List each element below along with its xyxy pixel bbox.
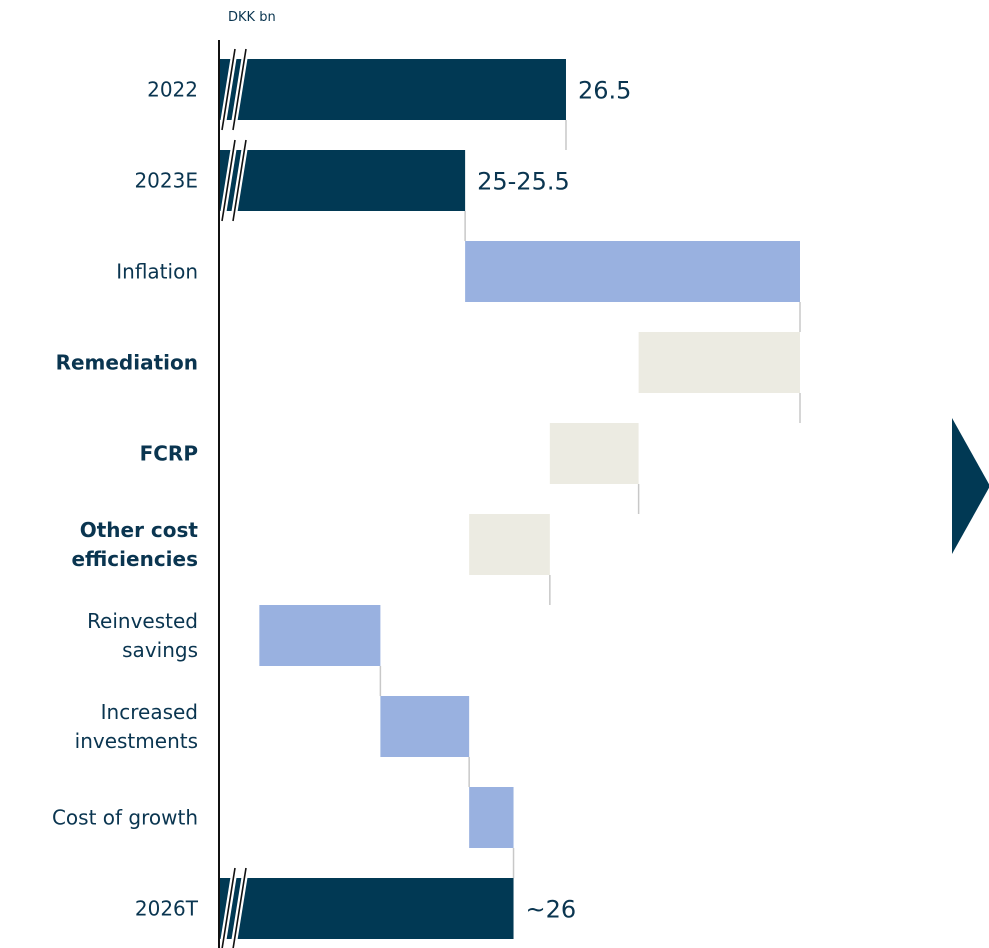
bar-total <box>219 150 466 211</box>
axis-break-mark <box>221 867 236 948</box>
axis-break-mark <box>232 139 247 222</box>
bar-decrease <box>638 332 800 393</box>
category-label: Other cost efficiencies <box>71 518 198 571</box>
axis-break-mark <box>232 867 247 948</box>
bar-total <box>219 878 514 939</box>
bar-total <box>219 59 566 120</box>
unit-label: DKK bn <box>228 10 276 25</box>
bar-increase <box>469 787 514 848</box>
data-label: 25-25.5 <box>477 168 570 196</box>
arrow-right-icon <box>952 418 989 554</box>
data-label: 26.5 <box>578 77 631 105</box>
axis-break-mark <box>221 139 236 222</box>
bar-increase <box>380 696 470 757</box>
bar-increase <box>465 241 800 302</box>
category-label: Increased investments <box>75 700 198 753</box>
bar-decrease <box>469 514 550 575</box>
bar-decrease <box>549 423 639 484</box>
category-label: Inflation <box>116 260 198 284</box>
category-label: 2026T <box>135 897 199 921</box>
category-label: 2023E <box>134 169 198 193</box>
category-label: Cost of growth <box>52 806 198 830</box>
axis-break-mark <box>232 48 247 131</box>
bar-increase <box>259 605 381 666</box>
category-label: Remediation <box>56 351 198 375</box>
category-label: 2022 <box>147 78 198 102</box>
axis-break-mark <box>221 48 236 131</box>
category-label: FCRP <box>140 442 198 466</box>
category-label: Reinvested savings <box>87 609 198 662</box>
data-label: ~26 <box>526 896 577 924</box>
